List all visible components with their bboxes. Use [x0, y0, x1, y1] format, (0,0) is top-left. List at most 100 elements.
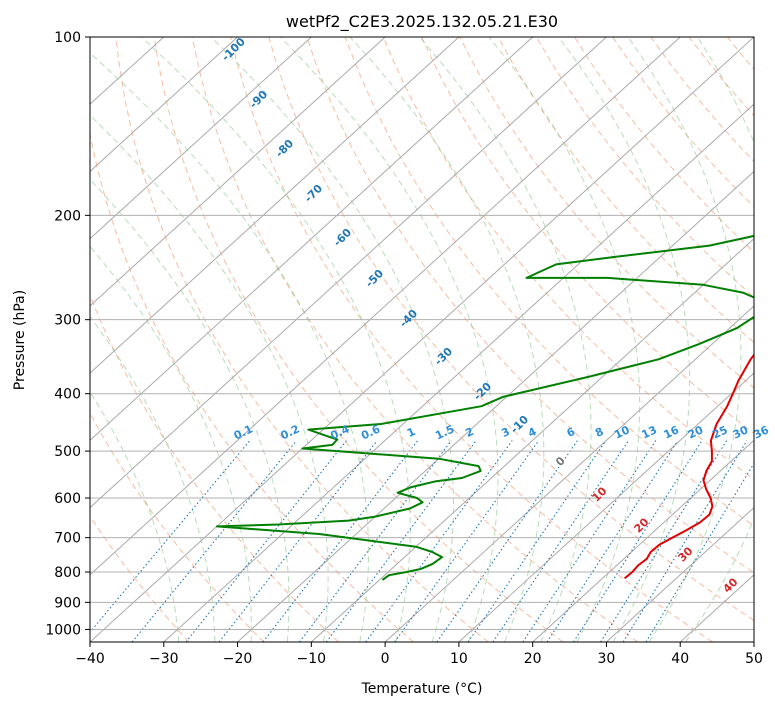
mixing-ratio-line — [365, 440, 513, 642]
moist-adiabat-line — [90, 178, 290, 642]
y-tick-label: 200 — [54, 208, 81, 224]
dry-adiabat-line — [268, 37, 754, 622]
mixing-ratio-label: 6 — [565, 425, 578, 440]
mixing-ratio-line — [467, 440, 607, 642]
isotherm-line — [532, 439, 754, 642]
mixing-ratio-label: 16 — [662, 423, 682, 441]
mixing-ratio-line — [645, 462, 754, 642]
mixing-ratio-label: 25 — [710, 423, 729, 441]
isotherm-line — [90, 37, 754, 642]
chart-title: wetPf2_C2E3.2025.132.05.21.E30 — [286, 12, 558, 32]
isotherm-line — [90, 37, 607, 509]
isotherm-line — [163, 103, 754, 642]
y-axis-ticks: 100 200 300 400 500 600 700 800 900 1000 — [45, 30, 90, 638]
dry-adiabat-label: 40 — [721, 575, 741, 595]
x-axis-ticks: −40 −30 −20 −10 0 10 20 30 40 50 — [75, 642, 763, 667]
dry-adiabat-line — [382, 37, 754, 481]
dry-adiabat-line — [306, 37, 754, 574]
dry-adiabat-line — [574, 37, 754, 253]
isotherm-line — [90, 37, 238, 173]
plot-frame — [89, 36, 755, 643]
y-tick-label: 600 — [54, 491, 81, 507]
dry-adiabat-line — [650, 37, 754, 163]
dry-adiabat-line — [688, 37, 754, 117]
moist-adiabat-line — [349, 37, 545, 642]
y-tick-label: 900 — [54, 595, 81, 611]
isotherm-line — [753, 641, 754, 642]
dry-adiabat-line — [191, 37, 639, 642]
y-tick-label: 400 — [54, 387, 81, 403]
dry-adiabat-label: 30 — [676, 544, 696, 564]
x-tick-label: −10 — [297, 651, 327, 667]
isotherm-line — [606, 506, 754, 642]
isotherm-line — [310, 237, 754, 642]
isotherm-line — [90, 37, 312, 240]
dry-adiabat-label: -90 — [247, 88, 270, 111]
mixing-ratio-line — [262, 440, 419, 642]
isotherm-line — [90, 37, 681, 576]
dry-adiabat-line — [90, 412, 265, 642]
moist-adiabat-line — [627, 37, 742, 642]
dry-adiabat-line — [230, 37, 713, 642]
mixing-ratio-line — [185, 440, 347, 642]
dry-adiabat-label: -80 — [273, 137, 296, 160]
moist-adiabat-line — [419, 37, 592, 642]
dry-adiabat-line — [90, 515, 190, 642]
mixing-ratio-line — [325, 440, 477, 642]
mixing-ratio-line — [131, 440, 297, 642]
moist-adiabat-line — [210, 37, 454, 642]
dewpoint-profile-line — [215, 234, 754, 581]
moist-adiabat-line — [90, 52, 369, 642]
dry-adiabat-line — [459, 37, 754, 389]
mixing-ratio-line — [492, 440, 629, 642]
mixing-ratio-label: 10 — [612, 423, 632, 441]
mixing-ratio-line — [394, 440, 540, 642]
mixing-ratio-line — [522, 440, 657, 642]
moist-adiabat-line — [90, 315, 216, 642]
mixing-ratio-label: 1.5 — [433, 422, 456, 442]
x-tick-label: 30 — [598, 651, 616, 667]
y-axis-label: Pressure (hPa) — [12, 290, 28, 390]
mixing-ratio-line — [436, 440, 578, 642]
temperature-profile-line — [623, 353, 754, 580]
y-tick-label: 100 — [54, 30, 81, 46]
moist-adiabat-line — [90, 391, 180, 642]
moist-adiabat-line — [685, 37, 754, 642]
x-tick-label: −40 — [75, 651, 105, 667]
moist-adiabat-line — [90, 114, 329, 642]
isotherm-line — [90, 37, 460, 374]
moist-adiabat-line — [488, 37, 641, 642]
moist-adiabat-line — [90, 245, 252, 642]
moist-adiabat-line — [141, 37, 411, 642]
dry-adiabat-line — [90, 131, 414, 642]
x-axis-label: Temperature (°C) — [361, 681, 483, 697]
dry-adiabat-line — [115, 37, 489, 642]
mixing-ratio-label: 4 — [526, 425, 539, 440]
isotherm-line — [237, 170, 754, 642]
mixing-ratio-label: 20 — [686, 423, 706, 441]
moist-adiabat-line — [280, 37, 499, 642]
isotherm-line — [384, 305, 754, 642]
mixing-ratio-label: 13 — [640, 423, 659, 441]
mixing-ratio-line — [573, 440, 703, 642]
dry-adiabat-label: -60 — [331, 226, 354, 249]
dry-adiabat-label: -50 — [363, 267, 386, 290]
x-tick-label: −20 — [223, 651, 253, 667]
x-tick-label: 50 — [745, 651, 763, 667]
isotherm-line — [458, 372, 754, 642]
mixing-ratio-label: 0.2 — [278, 422, 301, 442]
dry-adiabat-line — [421, 37, 754, 435]
dry-adiabat-label: 0 — [553, 454, 568, 469]
dry-adiabat-label: -40 — [397, 307, 420, 330]
dry-adiabat-label: 20 — [632, 515, 652, 535]
isotherm-line — [90, 37, 386, 307]
dry-adiabat-label: -100 — [219, 35, 248, 64]
dry-adiabat-line — [497, 37, 754, 344]
mixing-ratio-label: 0.1 — [232, 422, 255, 442]
mixing-ratio-label: 0.4 — [328, 422, 351, 442]
isotherm-line — [90, 37, 534, 442]
mixing-ratio-line — [622, 440, 748, 642]
dry-adiabat-label: -20 — [471, 380, 494, 403]
dry-adiabat-line — [766, 37, 775, 642]
